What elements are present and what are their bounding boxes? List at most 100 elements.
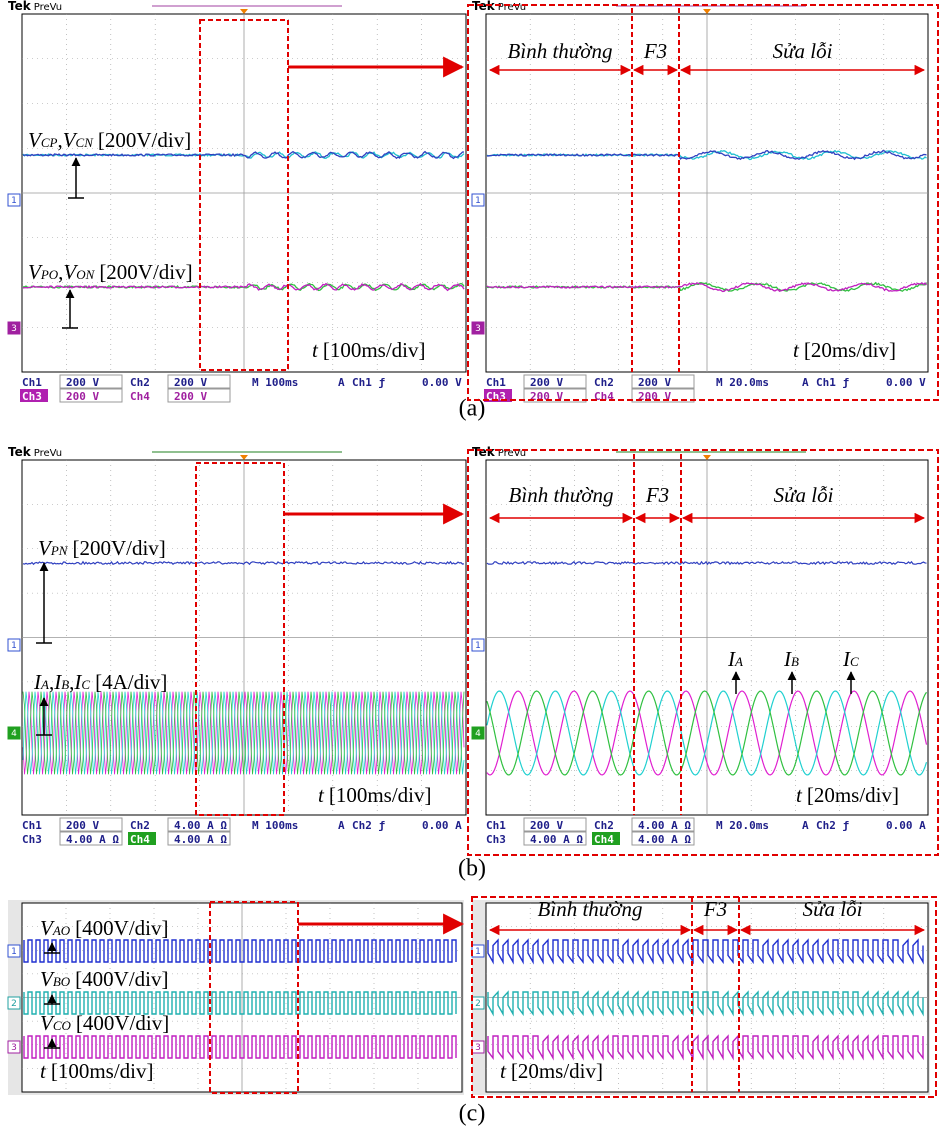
- readout-text: Ch1 ƒ: [352, 376, 385, 389]
- trigger-mark: [240, 455, 248, 460]
- scope-header: TekPreVu: [472, 445, 526, 459]
- readout-text: Ch4: [130, 390, 150, 403]
- readout-text: 0.00 A: [886, 819, 926, 832]
- channel-marker-label: 1: [11, 947, 17, 957]
- readout-text: Ch2 ƒ: [816, 819, 849, 832]
- region-label: F3: [645, 483, 669, 507]
- readout-text: 4.00 A Ω: [638, 833, 691, 846]
- channel-marker-label: 1: [475, 641, 481, 651]
- subscript: BO: [53, 974, 71, 989]
- subscript: CP: [41, 135, 58, 150]
- subscript: C: [81, 677, 90, 692]
- readout-text: 200 V: [638, 376, 671, 389]
- readout-text: Ch1 ƒ: [816, 376, 849, 389]
- scale: [400V/div]: [76, 1011, 169, 1035]
- readout-text: Ch2: [130, 819, 150, 832]
- channel-marker-label: 2: [475, 999, 481, 1009]
- readout-text: 0.00 A: [422, 819, 462, 832]
- readout-text: Ch3: [486, 833, 506, 846]
- readout-text: M 100ms: [252, 819, 298, 832]
- region-label: F3: [643, 39, 667, 63]
- channel-marker-label: 3: [475, 1043, 481, 1053]
- channel-marker-label: 3: [11, 324, 17, 334]
- readout-text: M 100ms: [252, 376, 298, 389]
- channel-marker-label: 1: [475, 947, 481, 957]
- readout-text: 200 V: [174, 376, 207, 389]
- mode: PreVu: [34, 2, 62, 13]
- scale: [20ms/div]: [511, 1059, 603, 1083]
- trigger-mark: [240, 9, 248, 14]
- time-scale: t[100ms/div]: [312, 338, 426, 362]
- readout-text: 0.00 V: [886, 376, 926, 389]
- brand: Tek: [8, 445, 32, 459]
- readout-text: Ch2 ƒ: [352, 819, 385, 832]
- brand: Tek: [472, 445, 496, 459]
- scale: [100ms/div]: [323, 338, 426, 362]
- readout-text: 200 V: [66, 376, 99, 389]
- region-label: Sửa lỗi: [773, 39, 833, 63]
- readout-text: A: [338, 819, 345, 832]
- scale: [400V/div]: [75, 916, 168, 940]
- readout-text: Ch3: [22, 833, 42, 846]
- time-scale: t[20ms/div]: [796, 783, 899, 807]
- readout-text: M 20.0ms: [716, 819, 769, 832]
- readout-text: 200 V: [530, 376, 563, 389]
- region-label: Sửa lỗi: [803, 897, 863, 921]
- brand: Tek: [8, 0, 32, 13]
- subscript: CO: [53, 1018, 72, 1033]
- readout-text: 200 V: [530, 390, 563, 403]
- readout-text: Ch1: [22, 819, 42, 832]
- subscript: A: [40, 677, 49, 692]
- channel-marker-label: 3: [475, 324, 481, 334]
- channel-marker-label: 4: [475, 729, 481, 739]
- readout-text: A: [802, 376, 809, 389]
- readout-text: 200 V: [638, 390, 671, 403]
- channel-marker-label: 3: [11, 1043, 17, 1053]
- scale: [4A/div]: [95, 670, 167, 694]
- trigger-mark: [703, 455, 711, 460]
- mode: PreVu: [498, 2, 526, 13]
- readout-text: A: [802, 819, 809, 832]
- readout-text: 200 V: [66, 390, 99, 403]
- time-scale: t[100ms/div]: [318, 783, 432, 807]
- readout-text: Ch4: [130, 833, 150, 846]
- subscript: PO: [40, 267, 59, 282]
- scale: [200V/div]: [99, 260, 192, 284]
- channel-marker-label: 1: [475, 196, 481, 206]
- readout-text: Ch4: [594, 833, 614, 846]
- readout-text: 4.00 A Ω: [638, 819, 691, 832]
- channel-marker-label: 4: [11, 729, 17, 739]
- caption: (a): [459, 396, 486, 422]
- region-label: Sửa lỗi: [774, 483, 834, 507]
- readout-text: Ch2: [130, 376, 150, 389]
- channel-marker-label: 1: [11, 196, 17, 206]
- readout-text: 200 V: [174, 390, 207, 403]
- readout-text: A: [338, 376, 345, 389]
- readout-text: 4.00 A Ω: [174, 819, 227, 832]
- channel-marker-label: 2: [11, 999, 17, 1009]
- subscript: A: [734, 654, 743, 669]
- mode: PreVu: [34, 448, 62, 459]
- scale: [200V/div]: [72, 536, 165, 560]
- scale: [20ms/div]: [807, 783, 899, 807]
- caption: (b): [458, 856, 486, 882]
- scale: [100ms/div]: [329, 783, 432, 807]
- readout-text: Ch2: [594, 819, 614, 832]
- region-label: Bình thường: [509, 483, 614, 507]
- readout-text: Ch1: [486, 819, 506, 832]
- subscript: B: [61, 677, 69, 692]
- readout-text: M 20.0ms: [716, 376, 769, 389]
- readout-text: 4.00 A Ω: [66, 833, 119, 846]
- scale: [200V/div]: [98, 128, 191, 152]
- time-scale: t[100ms/div]: [40, 1059, 154, 1083]
- readout-text: 4.00 A Ω: [174, 833, 227, 846]
- subscript: PN: [50, 543, 69, 558]
- readout-text: Ch1: [486, 376, 506, 389]
- brand: Tek: [472, 0, 496, 13]
- trigger-mark: [703, 9, 711, 14]
- region-label: F3: [703, 897, 727, 921]
- channel-marker-label: 1: [11, 641, 17, 651]
- readout-text: Ch4: [594, 390, 614, 403]
